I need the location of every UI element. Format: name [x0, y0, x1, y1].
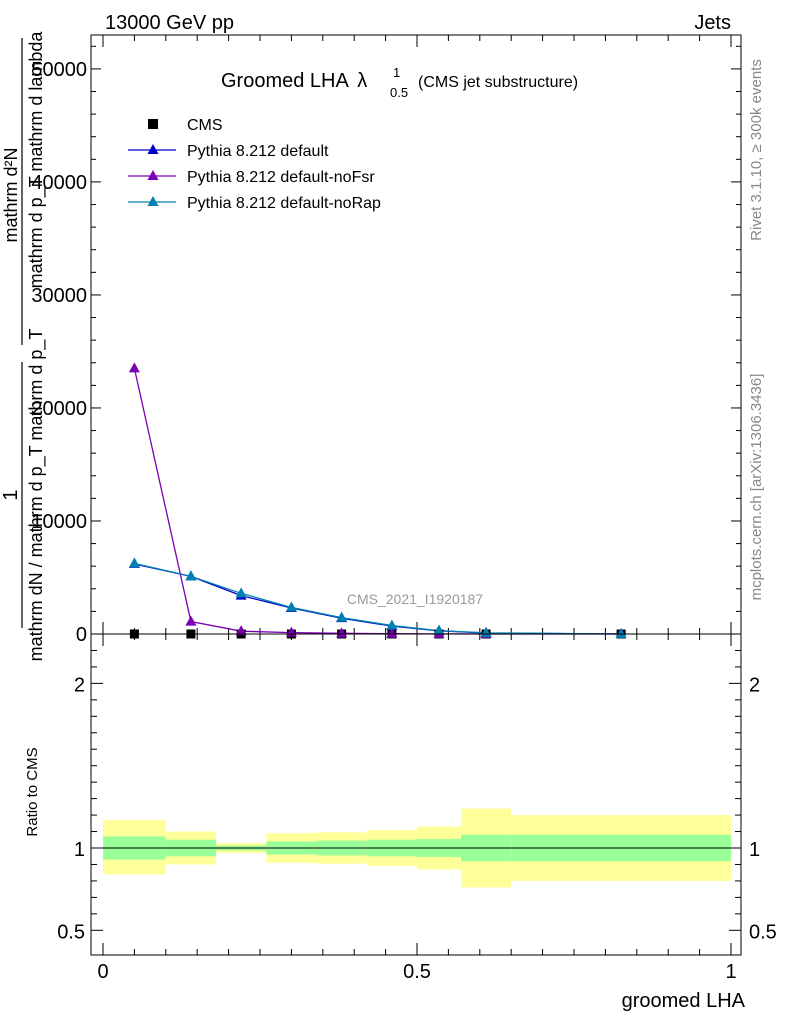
main-ytick-label: 40000 [31, 172, 87, 194]
norap-marker [386, 619, 398, 630]
ratio-ytick-label-right: 1 [749, 839, 760, 861]
legend-triangle-marker [147, 144, 159, 154]
norap-marker [285, 601, 297, 612]
title-suffix: (CMS jet substructure) [418, 74, 578, 91]
title-subscript: 0.5 [390, 85, 408, 100]
ratio-ytick-label-left: 0.5 [57, 921, 85, 943]
nofsr-marker [185, 615, 197, 626]
norap-marker [128, 557, 140, 568]
main-ytick-label: 20000 [31, 398, 87, 420]
ratio-y-ticks: 0.5 0.5 1 1 2 2 [57, 649, 777, 943]
legend-triangle-marker [147, 170, 159, 180]
ylabel-den2: mathrm d p_T mathrm d lambda [26, 31, 47, 289]
mcplots-label: mcplots.cern.ch [arXiv:1306.3436] [748, 374, 765, 601]
ratio-ytick-label-right: 2 [749, 674, 760, 696]
legend: CMS Pythia 8.212 default Pythia 8.212 defa… [128, 117, 381, 212]
ratio-frame [90, 633, 742, 956]
nofsr-marker [336, 627, 348, 638]
title-main: Groomed LHA [221, 70, 349, 92]
x-axis-label: groomed LHA [622, 990, 746, 1012]
x-tick-label: 1 [725, 961, 736, 983]
x-tick-label: 0 [97, 961, 108, 983]
norap-marker [615, 628, 627, 638]
norap-marker [336, 611, 348, 622]
header-jets-label: Jets [694, 12, 731, 34]
legend-label: CMS [187, 117, 223, 134]
title-superscript: 1 [393, 65, 400, 80]
main-panel: 0 10000 20000 30000 40000 50000 CMS_2021_I192… [0, 31, 742, 662]
norap-marker [185, 570, 197, 581]
main-ytick-label: 0 [76, 624, 87, 646]
ylabel-num: 1 [0, 489, 22, 500]
header-energy-label: 13000 GeV pp [105, 12, 234, 34]
main-y-ticks: 0 10000 20000 30000 40000 50000 [31, 45, 741, 646]
rivet-label: Rivet 3.1.10, ≥ 300k events [748, 59, 765, 241]
legend-label: Pythia 8.212 default [187, 143, 329, 160]
ratio-ytick-label-left: 2 [74, 674, 85, 696]
ratio-ytick-label-left: 1 [74, 839, 85, 861]
legend-label: Pythia 8.212 default-noFsr [187, 169, 375, 186]
title-lambda: λ [357, 70, 367, 92]
ylabel-num2: mathrm d²N [1, 147, 21, 242]
plot-title: Groomed LHA λ [221, 70, 367, 92]
main-ytick-label: 50000 [31, 59, 87, 81]
nofsr-marker [128, 362, 140, 373]
ratio-panel: 0.5 0.51 12 2 0 0.5 1 Ratio to CMS groomed LH… [24, 633, 777, 1012]
ratio-ytick-label-right: 0.5 [749, 921, 777, 943]
x-tick-label: 0.5 [403, 961, 431, 983]
nofsr-marker [235, 625, 247, 636]
norap-marker [433, 624, 445, 635]
watermark: CMS_2021_I1920187 [347, 591, 483, 607]
main-ytick-label: 30000 [31, 285, 87, 307]
main-y-label: 1 mathrm dN / mathrm d p_T mathrm d p_T … [0, 31, 47, 662]
ylabel-den: mathrm dN / mathrm d p_T mathrm d p_T [26, 329, 47, 662]
norap-marker [235, 587, 247, 598]
nofsr-marker [386, 627, 398, 638]
legend-cms-marker [148, 119, 158, 129]
legend-triangle-marker [147, 196, 159, 206]
main-ytick-label: 10000 [31, 511, 87, 533]
ratio-y-label: Ratio to CMS [24, 747, 41, 836]
legend-label: Pythia 8.212 default-noRap [187, 195, 381, 212]
ratio-x-ticks: 0 0.5 1 [97, 634, 737, 983]
